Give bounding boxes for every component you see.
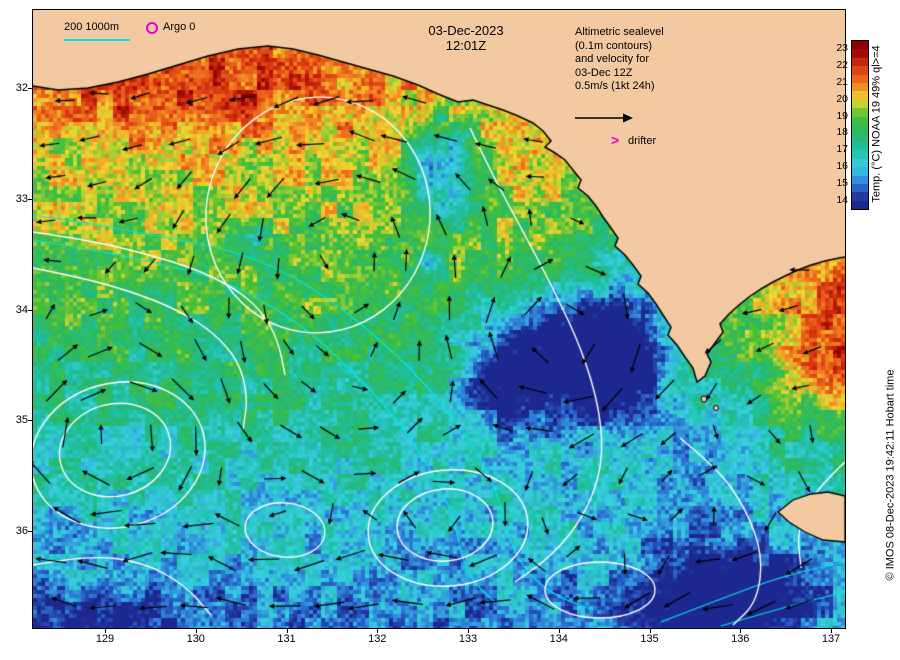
colorbar-tick-label: 20: [836, 92, 848, 105]
argo-marker-icon: [146, 22, 158, 34]
x-tick-mark: [286, 628, 288, 633]
x-tick-mark: [377, 628, 379, 633]
annotation-block: Altimetric sealevel (0.1m contours) and …: [575, 26, 664, 94]
colorbar-title: Temp. (°C) NOAA 19 49% ql>=4: [871, 45, 883, 203]
x-tick-label: 129: [95, 633, 115, 645]
y-tick-mark: [28, 531, 33, 532]
colorbar-band: [852, 83, 868, 92]
colorbar-band: [852, 200, 868, 210]
colorbar-band: [852, 108, 868, 117]
x-tick-mark: [649, 628, 651, 633]
colorbar-band: [852, 49, 868, 58]
velocity-scale-arrow-icon: [575, 113, 633, 123]
colorbar-tick-label: 19: [836, 109, 848, 122]
colorbar-band: [852, 74, 868, 84]
temperature-colorbar: [851, 40, 869, 210]
y-tick-label: 36: [15, 525, 28, 537]
y-tick-label: 33: [15, 192, 28, 205]
colorbar-tick-label: 16: [836, 160, 848, 172]
x-tick-mark: [558, 628, 560, 633]
colorbar-tick-label: 22: [836, 59, 848, 72]
y-tick-label: 35: [15, 414, 28, 427]
colorbar-tick-label: 17: [836, 143, 848, 156]
colorbar-band: [852, 141, 868, 151]
colorbar-tick-label: 15: [836, 176, 848, 189]
drifter-label: drifter: [628, 135, 657, 147]
x-tick-mark: [195, 628, 197, 633]
colorbar-band: [852, 175, 868, 184]
y-tick-mark: [28, 88, 33, 89]
x-tick-mark: [105, 628, 106, 633]
y-tick-mark: [28, 420, 33, 422]
colorbar-band: [852, 150, 868, 159]
y-tick-mark: [28, 309, 33, 311]
credit-wrap: © IMOS 08-Dec-2023 19:42:11 Hobart time: [881, 305, 899, 645]
x-tick-mark: [468, 628, 469, 633]
x-tick-label: 131: [277, 633, 296, 645]
colorbar-tick-label: 14: [836, 193, 848, 206]
annotation-line-4: 03-Dec 12Z: [575, 66, 633, 79]
isobath-line-sample-icon: [64, 39, 130, 41]
x-tick-label: 135: [640, 633, 659, 645]
map-canvas[interactable]: [33, 10, 845, 628]
title-date: 03-Dec-2023: [428, 23, 504, 38]
title-block: 03-Dec-2023 12:01Z: [428, 23, 503, 53]
y-tick-mark: [28, 198, 33, 200]
colorbar-band: [852, 192, 868, 201]
x-tick-label: 137: [821, 633, 841, 645]
title-time: 12:01Z: [445, 38, 487, 53]
x-tick-mark: [831, 628, 832, 633]
x-tick-mark: [740, 628, 742, 633]
annotation-line-1: Altimetric sealevel: [575, 26, 664, 38]
drifter-marker-icon: >: [611, 132, 620, 148]
colorbar-band: [852, 99, 868, 109]
colorbar-band: [852, 57, 868, 67]
x-tick-label: 132: [368, 633, 387, 645]
colorbar-band: [852, 116, 868, 126]
x-tick-label: 133: [458, 633, 478, 645]
credit-text: © IMOS 08-Dec-2023 19:42:11 Hobart time: [884, 369, 897, 581]
colorbar-tick-label: 23: [836, 42, 848, 55]
colorbar-tick-label: 18: [836, 126, 848, 139]
colorbar-tick-label: 21: [836, 76, 848, 88]
colorbar-title-wrap: Temp. (°C) NOAA 19 49% ql>=4: [868, 40, 886, 208]
x-tick-label: 134: [549, 633, 568, 645]
colorbar-band: [852, 158, 868, 168]
colorbar-band: [852, 91, 868, 100]
y-tick-label: 34: [15, 303, 28, 316]
colorbar-band: [852, 133, 868, 142]
x-tick-label: 136: [731, 633, 750, 645]
x-tick-label: 130: [186, 633, 205, 645]
colorbar-band: [852, 125, 868, 134]
annotation-line-2: (0.1m contours): [575, 39, 653, 52]
isobath-legend-label: 200 1000m: [64, 21, 120, 33]
argo-legend-label: Argo 0: [163, 21, 196, 33]
colorbar-band: [852, 183, 868, 193]
annotation-line-5: 0.5m/s (1kt 24h): [575, 80, 655, 92]
annotation-line-3: and velocity for: [575, 53, 649, 65]
y-tick-label: 32: [15, 82, 28, 94]
colorbar-band: [852, 66, 868, 75]
colorbar-band: [852, 41, 868, 50]
colorbar-band: [852, 167, 868, 176]
